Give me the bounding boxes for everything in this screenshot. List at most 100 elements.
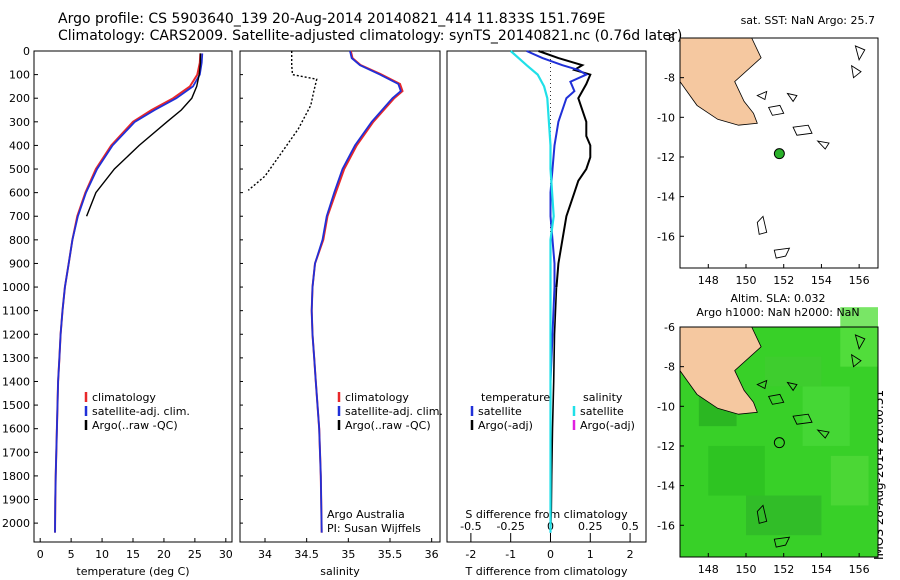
s-tick-label: -0.25	[496, 520, 524, 533]
x-tick-label: -1	[505, 548, 516, 561]
plot-frame	[446, 50, 647, 543]
map-x-tick-label: 148	[698, 563, 719, 576]
map-island-outline	[786, 92, 798, 103]
map-title-line1: Altim. SLA: 0.032	[730, 292, 825, 305]
series-s-satellite-line	[509, 50, 555, 533]
legend-climatology-label: climatology	[92, 391, 156, 404]
series-satellite-adj-line	[54, 53, 204, 533]
map-y-tick-label: -6	[664, 32, 675, 45]
legend-satellite-adj-label: satellite-adj. clim.	[345, 405, 443, 418]
map-island-outline	[756, 215, 768, 235]
top-axis-label: S difference from climatology	[465, 508, 628, 521]
y-tick-label: 1900	[2, 494, 30, 507]
map-y-tick-label: -10	[657, 111, 675, 124]
map-island-outline	[792, 124, 813, 136]
s-tick-label: 0.25	[578, 520, 603, 533]
y-tick-label: 0	[23, 45, 30, 58]
s-tick-label: 0.5	[621, 520, 639, 533]
legend-t-satellite-label: satellite	[478, 405, 522, 418]
map-island-outline	[854, 334, 866, 350]
legend-temperature-heading: temperature	[481, 391, 550, 404]
map-y-tick-label: -10	[657, 400, 675, 413]
map-island-outline	[767, 104, 785, 116]
x-tick-label: 30	[219, 548, 233, 561]
y-tick-label: 1200	[2, 328, 30, 341]
map-island-outline	[756, 90, 768, 101]
y-tick-label: 1100	[2, 305, 30, 318]
map-y-tick-label: -8	[664, 361, 675, 374]
argo-position-marker	[773, 437, 785, 449]
map-x-tick-label: 156	[849, 563, 870, 576]
x-tick-label: 0	[37, 548, 44, 561]
y-tick-label: 1500	[2, 399, 30, 412]
x-tick-label: 25	[188, 548, 202, 561]
map-y-tick-label: -6	[664, 321, 675, 334]
temperature-panel: 0100200300400500600700800900100011001200…	[2, 45, 233, 578]
y-tick-label: 1300	[2, 352, 30, 365]
legend-climatology-label: climatology	[345, 391, 409, 404]
map-island-outline	[767, 393, 785, 405]
x-tick-label: 34	[258, 548, 272, 561]
map-frame	[679, 37, 879, 269]
map-x-tick-label: 154	[811, 274, 832, 287]
y-tick-label: 200	[9, 92, 30, 105]
x-tick-label: 36	[425, 548, 439, 561]
series-t-argo-line	[538, 50, 592, 288]
y-tick-label: 1400	[2, 375, 30, 388]
legend-satellite-adj-label: satellite-adj. clim.	[92, 405, 190, 418]
map-island-outline	[756, 379, 768, 390]
chart-title-line2: Climatology: CARS2009. Satellite-adjuste…	[58, 28, 683, 44]
map-x-tick-label: 148	[698, 274, 719, 287]
map-x-tick-label: 152	[773, 563, 794, 576]
legend-s-argo-label: Argo(-adj)	[580, 419, 635, 432]
series-argo-line	[85, 53, 202, 217]
map-frame	[679, 326, 879, 558]
map-y-tick-label: -14	[657, 480, 675, 493]
x-tick-label: 34.5	[294, 548, 319, 561]
chart-title-line1: Argo profile: CS 5903640_139 20-Aug-2014…	[58, 11, 606, 27]
legend-argo-label: Argo(..raw -QC)	[345, 419, 431, 432]
x-tick-label: 1	[587, 548, 594, 561]
x-tick-label: -2	[465, 548, 476, 561]
series-satellite-adj-line	[310, 50, 402, 533]
legend-salinity-heading: salinity	[583, 391, 623, 404]
map-x-tick-label: 156	[849, 274, 870, 287]
x-tick-label: 15	[126, 548, 140, 561]
salinity-panel: 34 34.5 35 35.5 36 salinity climatologysatelli…	[239, 50, 443, 578]
series-argo-line	[247, 51, 318, 191]
y-tick-label: 500	[9, 163, 30, 176]
sla-map-panel: 148 150 152 154 156 -6 -8 -10 -12 -14 -16 Altim. SL…	[657, 292, 879, 576]
map-island-outline	[816, 429, 830, 439]
x-axis-label: salinity	[320, 565, 360, 578]
sla-patch	[830, 455, 869, 506]
y-tick-label: 800	[9, 234, 30, 247]
map-island-outline	[773, 536, 791, 548]
map-y-tick-label: -16	[657, 519, 675, 532]
x-tick-label: 20	[157, 548, 171, 561]
y-tick-label: 900	[9, 257, 30, 270]
map-title: sat. SST: NaN Argo: 25.7	[741, 14, 875, 27]
x-axis-label: T difference from climatology	[465, 565, 628, 578]
map-y-tick-label: -12	[657, 151, 675, 164]
argo-position-marker	[773, 148, 785, 160]
map-island-outline	[850, 353, 862, 368]
x-axis-label: temperature (deg C)	[76, 565, 189, 578]
plot-frame	[33, 50, 233, 543]
sla-patch	[708, 445, 765, 496]
y-tick-label: 400	[9, 139, 30, 152]
s-tick-label: -0.5	[460, 520, 481, 533]
map-y-tick-label: -8	[664, 72, 675, 85]
y-tick-label: 300	[9, 116, 30, 129]
map-island-outline	[850, 64, 862, 79]
sla-patch	[764, 356, 822, 387]
map-y-tick-label: -16	[657, 230, 675, 243]
x-tick-label: 10	[95, 548, 109, 561]
difference-panel: -2 -1 0 1 2-0.5 -0.25 0 0.25 0.5S difference fro…	[446, 50, 647, 578]
y-tick-label: 700	[9, 210, 30, 223]
y-tick-label: 1700	[2, 446, 30, 459]
plot-frame	[239, 50, 441, 543]
y-tick-label: 100	[9, 69, 30, 82]
map-x-tick-label: 152	[773, 274, 794, 287]
map-island-outline	[786, 381, 798, 392]
